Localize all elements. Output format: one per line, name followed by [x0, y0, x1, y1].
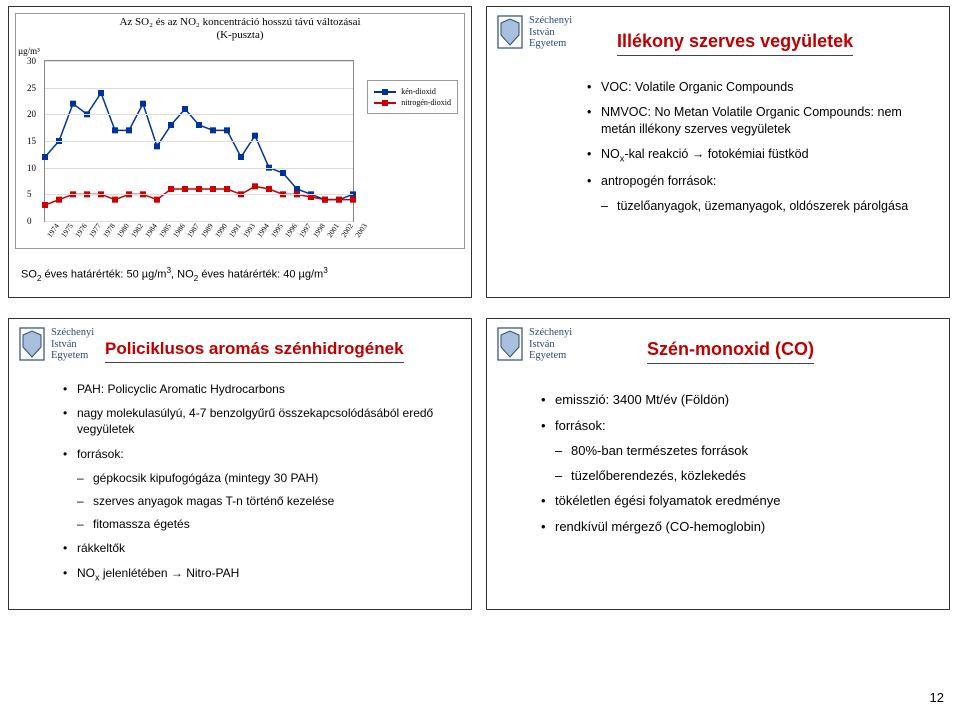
bullet-incomplete: tökéletlen égési folyamatok eredménye	[541, 492, 929, 510]
legend-swatch-no2	[374, 102, 396, 104]
xtick-label: 1987	[185, 222, 201, 239]
legend-label-no2: nitrogén-dioxid	[401, 98, 451, 107]
xtick-label: 1980	[115, 222, 131, 239]
sub-bullet-list: 80%-ban természetes források tüzelőberen…	[555, 442, 929, 484]
xtick-label: 1977	[87, 222, 103, 239]
bullet-antropogen: antropogén források: tüzelőanyagok, üzem…	[587, 173, 929, 215]
sub-bullet-fuel: tüzelőanyagok, üzemanyagok, oldószerek p…	[601, 198, 929, 215]
logo-block: Széchenyi István Egyetem	[497, 327, 572, 362]
xtick-label: 1993	[241, 222, 257, 239]
xtick-label: 1974	[45, 222, 61, 239]
sub-exhaust: gépkocsik kipufogógáza (mintegy 30 PAH)	[77, 470, 451, 486]
university-logo-icon	[497, 327, 523, 361]
university-logo-icon	[19, 327, 45, 361]
xtick-label: 1985	[157, 222, 173, 239]
chart-legend: kén-dioxid nitrogén-dioxid	[367, 80, 458, 114]
bullet-list: PAH: Policyclic Aromatic Hydrocarbons na…	[63, 381, 451, 591]
ytick-label: 15	[27, 136, 36, 146]
ytick-label: 30	[27, 56, 36, 66]
logo-block: Széchenyi István Egyetem	[19, 327, 94, 362]
bullet-voc: VOC: Volatile Organic Compounds	[587, 79, 929, 96]
ytick-label: 0	[27, 216, 32, 226]
bullet-sources: források: 80%-ban természetes források t…	[541, 417, 929, 485]
bullet-pah-def: PAH: Policyclic Aromatic Hydrocarbons	[63, 381, 451, 397]
xtick-label: 1990	[213, 222, 229, 239]
xtick-label: 1995	[269, 222, 285, 239]
slide-title: Szén-monoxid (CO)	[647, 339, 814, 364]
legend-item-no2: nitrogén-dioxid	[374, 98, 451, 107]
slide-title: Illékony szerves vegyületek	[617, 31, 853, 56]
sub-bullet-list: gépkocsik kipufogógáza (mintegy 30 PAH) …	[77, 470, 451, 533]
chart-container: Az SO₂ és az NO₂ koncentráció hosszú táv…	[15, 13, 465, 249]
chart-caption: SO2 éves határérték: 50 µg/m3, NO2 éves …	[21, 266, 328, 283]
slide-chart: Az SO₂ és az NO₂ koncentráció hosszú táv…	[8, 6, 472, 298]
xtick-label: 1994	[255, 222, 271, 239]
xtick-label: 1978	[101, 222, 117, 239]
chart-title: Az SO₂ és az NO₂ koncentráció hosszú táv…	[16, 14, 464, 42]
xtick-label: 1989	[199, 222, 215, 239]
ytick-label: 25	[27, 83, 36, 93]
xtick-label: 2002	[339, 222, 355, 239]
chart-title-line2: (K-puszta)	[216, 29, 263, 41]
logo-block: Széchenyi István Egyetem	[497, 15, 572, 50]
y-axis-label: µg/m³	[18, 46, 40, 56]
bullet-nox: NOx-kal reakció → fotokémiai füstköd	[587, 146, 929, 165]
page-number: 12	[930, 690, 944, 705]
ytick-label: 10	[27, 163, 36, 173]
xtick-label: 1996	[283, 222, 299, 239]
sub-natural: 80%-ban természetes források	[555, 442, 929, 460]
sub-combustion-traffic: tüzelőberendezés, közlekedés	[555, 467, 929, 485]
sub-bullet-list: tüzelőanyagok, üzemanyagok, oldószerek p…	[601, 198, 929, 215]
sub-biomass: fitomassza égetés	[77, 516, 451, 532]
chart-title-line1: Az SO₂ és az NO₂ koncentráció hosszú táv…	[119, 16, 360, 28]
bullet-pah-src: források: gépkocsik kipufogógáza (minteg…	[63, 446, 451, 533]
bullet-emission: emisszió: 3400 Mt/év (Földön)	[541, 391, 929, 409]
xtick-label: 2001	[325, 222, 341, 239]
bullet-toxic: rendkívül mérgező (CO-hemoglobin)	[541, 518, 929, 536]
xtick-label: 1997	[297, 222, 313, 239]
xtick-label: 1982	[129, 222, 145, 239]
bullet-carcinogen: rákkeltők	[63, 540, 451, 556]
xtick-label: 1986	[171, 222, 187, 239]
bullet-pah-mol: nagy molekulasúlyú, 4-7 benzolgyűrű össz…	[63, 405, 451, 437]
slide-title-wrap: Illékony szerves vegyületek	[617, 31, 853, 56]
ytick-label: 20	[27, 109, 36, 119]
university-name: Széchenyi István Egyetem	[51, 327, 94, 362]
xtick-label: 1998	[311, 222, 327, 239]
university-name: Széchenyi István Egyetem	[529, 15, 572, 50]
slide-title: Policiklusos aromás szénhidrogének	[105, 339, 404, 363]
university-logo-icon	[497, 15, 523, 49]
chart-plot-area: 0510152025301974197519761977197819801982…	[44, 60, 354, 222]
slide-co: Széchenyi István Egyetem Szén-monoxid (C…	[486, 318, 950, 610]
xtick-label: 1975	[59, 222, 75, 239]
legend-label-so2: kén-dioxid	[401, 87, 436, 96]
slide-pah: Széchenyi István Egyetem Policiklusos ar…	[8, 318, 472, 610]
ytick-label: 5	[27, 189, 32, 199]
slide-voc: Széchenyi István Egyetem Illékony szerve…	[486, 6, 950, 298]
xtick-label: 1991	[227, 222, 243, 239]
bullet-nmvoc: NMVOC: No Metan Volatile Organic Compoun…	[587, 104, 929, 138]
slide-title-wrap: Szén-monoxid (CO)	[647, 339, 814, 364]
bullet-nitropah: NOx jelenlétében → Nitro-PAH	[63, 565, 451, 584]
slide-title-wrap: Policiklusos aromás szénhidrogének	[105, 339, 404, 363]
bullet-list: VOC: Volatile Organic Compounds NMVOC: N…	[587, 79, 929, 223]
legend-swatch-so2	[374, 91, 396, 93]
legend-item-so2: kén-dioxid	[374, 87, 451, 96]
university-name: Széchenyi István Egyetem	[529, 327, 572, 362]
xtick-label: 1984	[143, 222, 159, 239]
sub-hightemp: szerves anyagok magas T-n történő kezelé…	[77, 493, 451, 509]
xtick-label: 2003	[353, 222, 369, 239]
bullet-list: emisszió: 3400 Mt/év (Földön) források: …	[541, 391, 929, 543]
xtick-label: 1976	[73, 222, 89, 239]
